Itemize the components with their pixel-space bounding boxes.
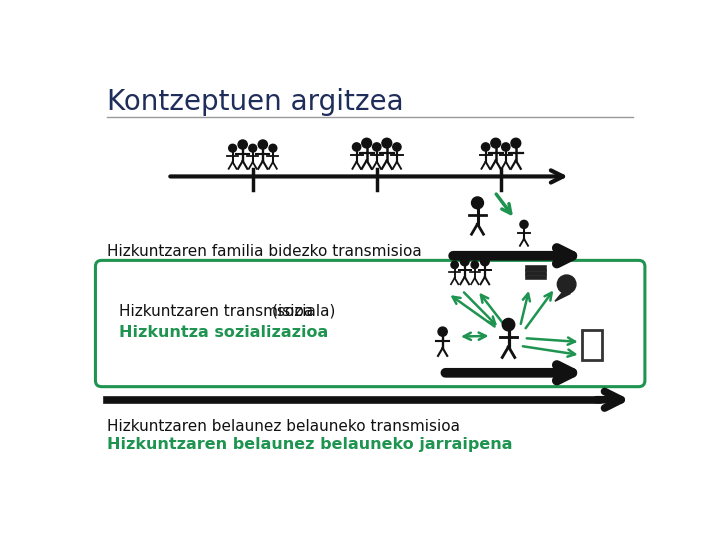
Circle shape	[502, 143, 510, 151]
Circle shape	[472, 197, 483, 209]
Bar	[525, 269, 546, 275]
Text: (soziala): (soziala)	[272, 303, 336, 319]
Circle shape	[471, 261, 479, 268]
Circle shape	[482, 143, 490, 151]
Circle shape	[503, 319, 515, 331]
Text: Hizkuntza sozializazioa: Hizkuntza sozializazioa	[120, 325, 329, 340]
Circle shape	[460, 257, 469, 266]
Text: Kontzeptuen argitzea: Kontzeptuen argitzea	[107, 88, 404, 116]
Text: Hizkuntzaren belaunez belauneko jarraipena: Hizkuntzaren belaunez belauneko jarraipe…	[107, 437, 513, 453]
Circle shape	[557, 275, 576, 294]
Text: Hizkuntzaren transmisioa: Hizkuntzaren transmisioa	[120, 303, 314, 319]
Polygon shape	[555, 292, 570, 301]
Circle shape	[258, 140, 267, 149]
Circle shape	[511, 138, 521, 148]
Circle shape	[451, 261, 459, 268]
Circle shape	[438, 327, 447, 336]
Circle shape	[249, 144, 256, 152]
Circle shape	[372, 143, 381, 151]
Circle shape	[382, 138, 392, 148]
FancyBboxPatch shape	[96, 260, 645, 387]
Circle shape	[229, 144, 236, 152]
Text: Hizkuntzaren belaunez belauneko transmisioa: Hizkuntzaren belaunez belauneko transmis…	[107, 419, 460, 434]
Bar	[582, 330, 601, 360]
Circle shape	[361, 138, 372, 148]
Text: Hizkuntzaren familia bidezko transmisioa: Hizkuntzaren familia bidezko transmisioa	[107, 244, 422, 259]
Circle shape	[480, 257, 489, 266]
Circle shape	[520, 220, 528, 228]
Circle shape	[238, 140, 247, 149]
Circle shape	[269, 144, 276, 152]
Circle shape	[353, 143, 361, 151]
Bar	[525, 273, 546, 279]
Circle shape	[491, 138, 500, 148]
Bar	[525, 265, 546, 271]
Circle shape	[392, 143, 401, 151]
